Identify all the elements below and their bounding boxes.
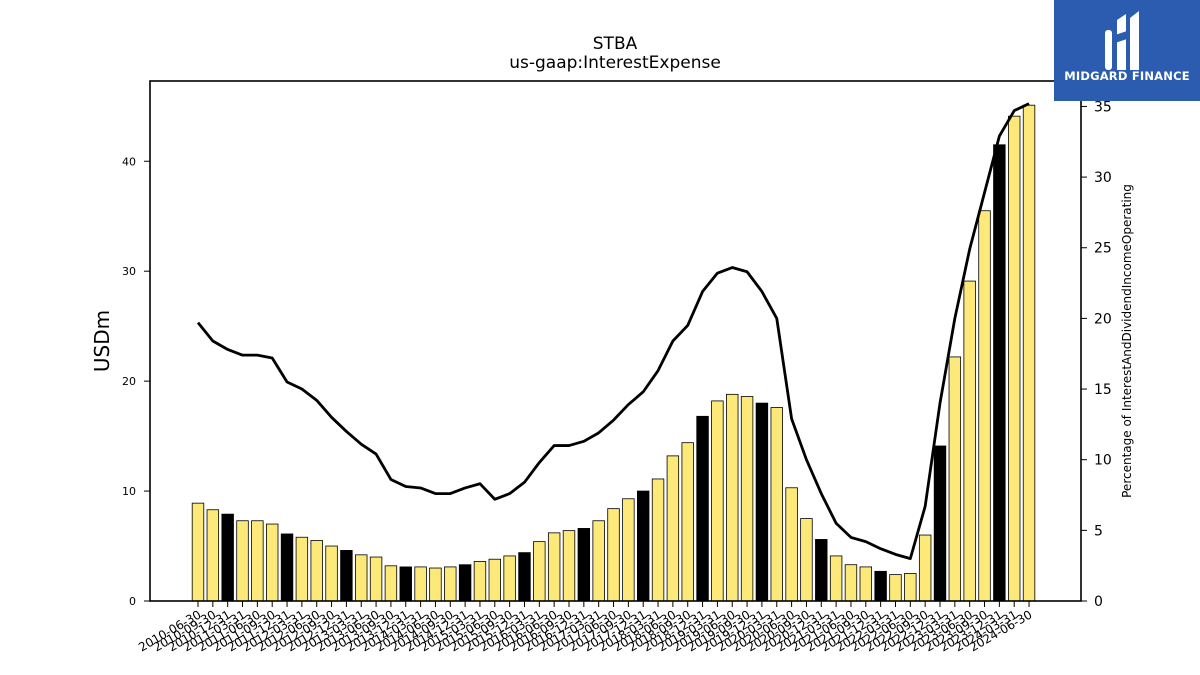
bar-2015-03-31 — [473, 561, 487, 602]
y-tick-label: 40 — [122, 155, 136, 168]
bar-2017-06-30 — [607, 508, 620, 602]
bar-2011-06-30 — [251, 520, 264, 602]
bar-2020-09-30 — [800, 518, 813, 602]
y2-tick-label: 10 — [1094, 453, 1112, 469]
bar-2014-03-31 — [414, 566, 427, 602]
bar-2012-06-30 — [310, 540, 323, 602]
bar-2019-09-30 — [740, 396, 754, 602]
y-axis-label: USDm — [90, 310, 114, 372]
y-tick-label: 10 — [122, 485, 136, 498]
chart-title: STBA — [593, 34, 638, 54]
logo-text: MIDGARD FINANCE — [1064, 69, 1190, 83]
bar-2013-03-31 — [355, 554, 368, 602]
bar-2019-03-31 — [711, 400, 724, 602]
bar-2012-03-31 — [295, 536, 309, 602]
y-tick-label: 0 — [129, 595, 136, 608]
bar-2014-09-30 — [444, 566, 457, 602]
bar-2010-06-30 — [191, 502, 205, 602]
bar-2021-06-30 — [844, 564, 858, 602]
bar-2020-12-31 — [815, 539, 828, 602]
y2-tick-label: 20 — [1094, 311, 1112, 327]
bar-2017-09-30 — [622, 498, 635, 602]
bar-2023-12-31 — [993, 144, 1006, 602]
line-layer — [196, 102, 1030, 561]
bar-2020-06-30 — [785, 487, 798, 602]
y2-axis-label: Percentage of InterestAndDividendIncomeO… — [1120, 184, 1134, 498]
y-tick-label: 20 — [122, 375, 136, 388]
bar-2022-03-31 — [889, 574, 902, 602]
bar-2023-03-31 — [948, 356, 962, 602]
y2-tick-label: 25 — [1094, 241, 1112, 257]
bar-2021-12-31 — [874, 570, 887, 602]
y2-tick-label: 0 — [1094, 594, 1103, 610]
bar-2021-09-30 — [859, 566, 873, 602]
y2-tick-label: 30 — [1094, 170, 1112, 186]
bar-2020-03-31 — [770, 407, 783, 602]
bar-2011-12-31 — [280, 533, 294, 602]
bar-2015-12-31 — [518, 552, 531, 602]
bar-2010-12-31 — [221, 513, 234, 602]
y-tick-label: 30 — [122, 265, 136, 278]
bar-2012-12-31 — [340, 550, 353, 602]
bar-2011-09-30 — [265, 523, 279, 602]
y2-tick-label: 15 — [1094, 382, 1112, 398]
bar-2014-06-30 — [429, 567, 442, 602]
bar-2023-09-30 — [978, 210, 991, 602]
bar-2018-09-30 — [681, 442, 694, 602]
axes-layer: 010203040051015202530352010-06-302010-09… — [122, 80, 1112, 654]
bar-2019-06-30 — [726, 393, 739, 602]
bar-2016-12-31 — [577, 528, 591, 602]
bar-2022-12-31 — [933, 445, 947, 602]
bar-2017-12-31 — [637, 490, 650, 602]
bar-2016-03-31 — [533, 541, 546, 602]
bar-2024-03-31 — [1008, 115, 1021, 602]
plot-frame — [149, 80, 1082, 602]
bar-2015-09-30 — [503, 555, 516, 602]
bar-2022-06-30 — [904, 573, 917, 602]
bars-layer — [191, 104, 1036, 602]
bar-2024-06-30 — [1022, 104, 1036, 602]
bar-2012-09-30 — [325, 545, 338, 602]
bar-2017-03-31 — [592, 520, 605, 602]
logo-mark-icon — [1105, 11, 1139, 70]
series-line — [196, 102, 1030, 561]
bar-2015-06-30 — [488, 558, 502, 602]
bar-2014-12-31 — [458, 564, 472, 602]
midgard-finance-logo: MIDGARD FINANCE — [1054, 0, 1200, 101]
bar-2010-09-30 — [206, 509, 220, 602]
bar-2018-06-30 — [666, 455, 680, 602]
bar-2018-03-31 — [651, 478, 665, 602]
chart-subtitle: us-gaap:InterestExpense — [509, 53, 721, 73]
bar-2023-06-30 — [963, 280, 976, 602]
bar-2013-06-30 — [369, 556, 383, 602]
bar-2013-09-30 — [384, 565, 398, 602]
bar-2013-12-31 — [399, 566, 412, 602]
y2-tick-label: 35 — [1094, 99, 1112, 115]
bar-2018-12-31 — [696, 415, 709, 602]
bar-2016-09-30 — [562, 530, 576, 602]
bar-2022-09-30 — [918, 534, 932, 602]
bar-2021-03-31 — [829, 555, 843, 602]
y2-tick-label: 5 — [1094, 523, 1103, 539]
bar-2011-03-31 — [236, 520, 249, 602]
bar-2016-06-30 — [547, 532, 561, 602]
bar-2019-12-31 — [755, 402, 769, 602]
